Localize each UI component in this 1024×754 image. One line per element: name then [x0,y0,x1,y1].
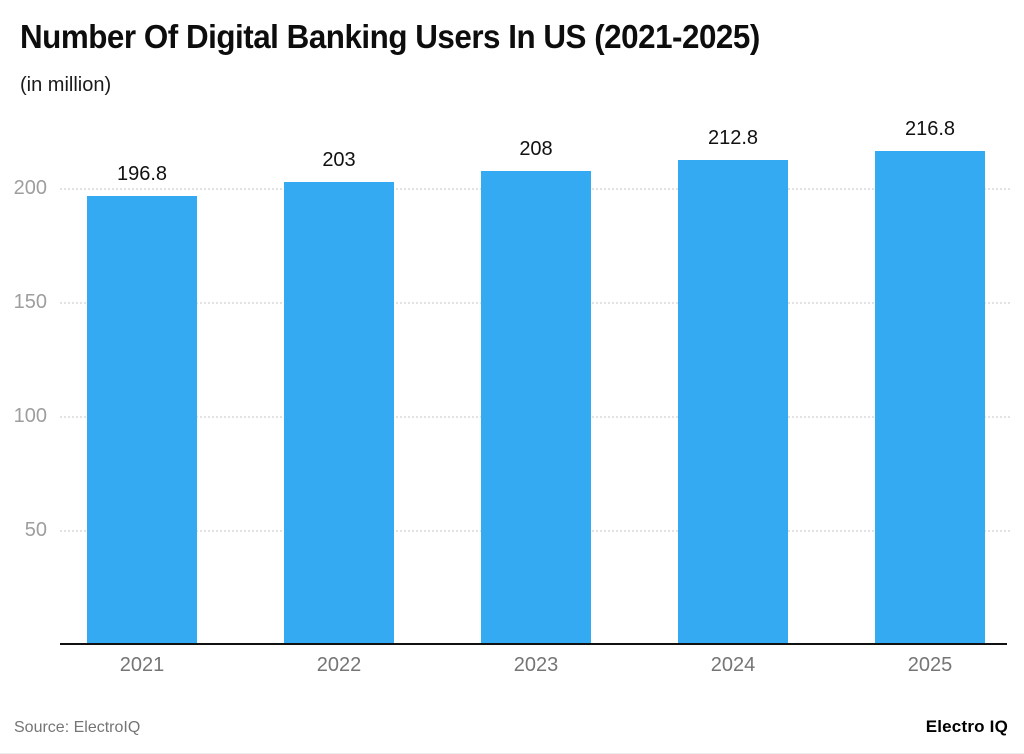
bar-value-label-2023: 208 [519,137,553,160]
y-tick-label-50: 50 [24,519,47,542]
y-tick-label-150: 150 [13,291,47,314]
bar-2021 [87,196,197,645]
bar-value-label-2025: 216.8 [904,117,956,140]
bar-value-label-2021: 196.8 [116,163,168,186]
y-tick-label-100: 100 [13,405,47,428]
x-tick-label-2021: 2021 [119,654,165,676]
bar-2022 [284,182,394,645]
chart-subtitle: (in million) [20,74,112,96]
x-tick-label-2022: 2022 [316,654,362,676]
brand-logo: Electro IQ [925,717,1008,736]
x-tick-label-2025: 2025 [907,654,953,676]
x-axis-line [60,643,1007,645]
x-tick-label-2023: 2023 [513,654,559,676]
bar-value-label-2022: 203 [322,149,356,172]
bar-2025 [875,150,985,645]
bar-2024 [678,159,788,645]
y-tick-label-200: 200 [13,177,47,200]
chart-title: Number Of Digital Banking Users In US (2… [20,18,760,55]
bar-value-label-2024: 212.8 [707,126,759,149]
source-note: Source: ElectroIQ [14,719,141,736]
bar-2023 [481,170,591,645]
x-tick-label-2024: 2024 [710,654,756,676]
